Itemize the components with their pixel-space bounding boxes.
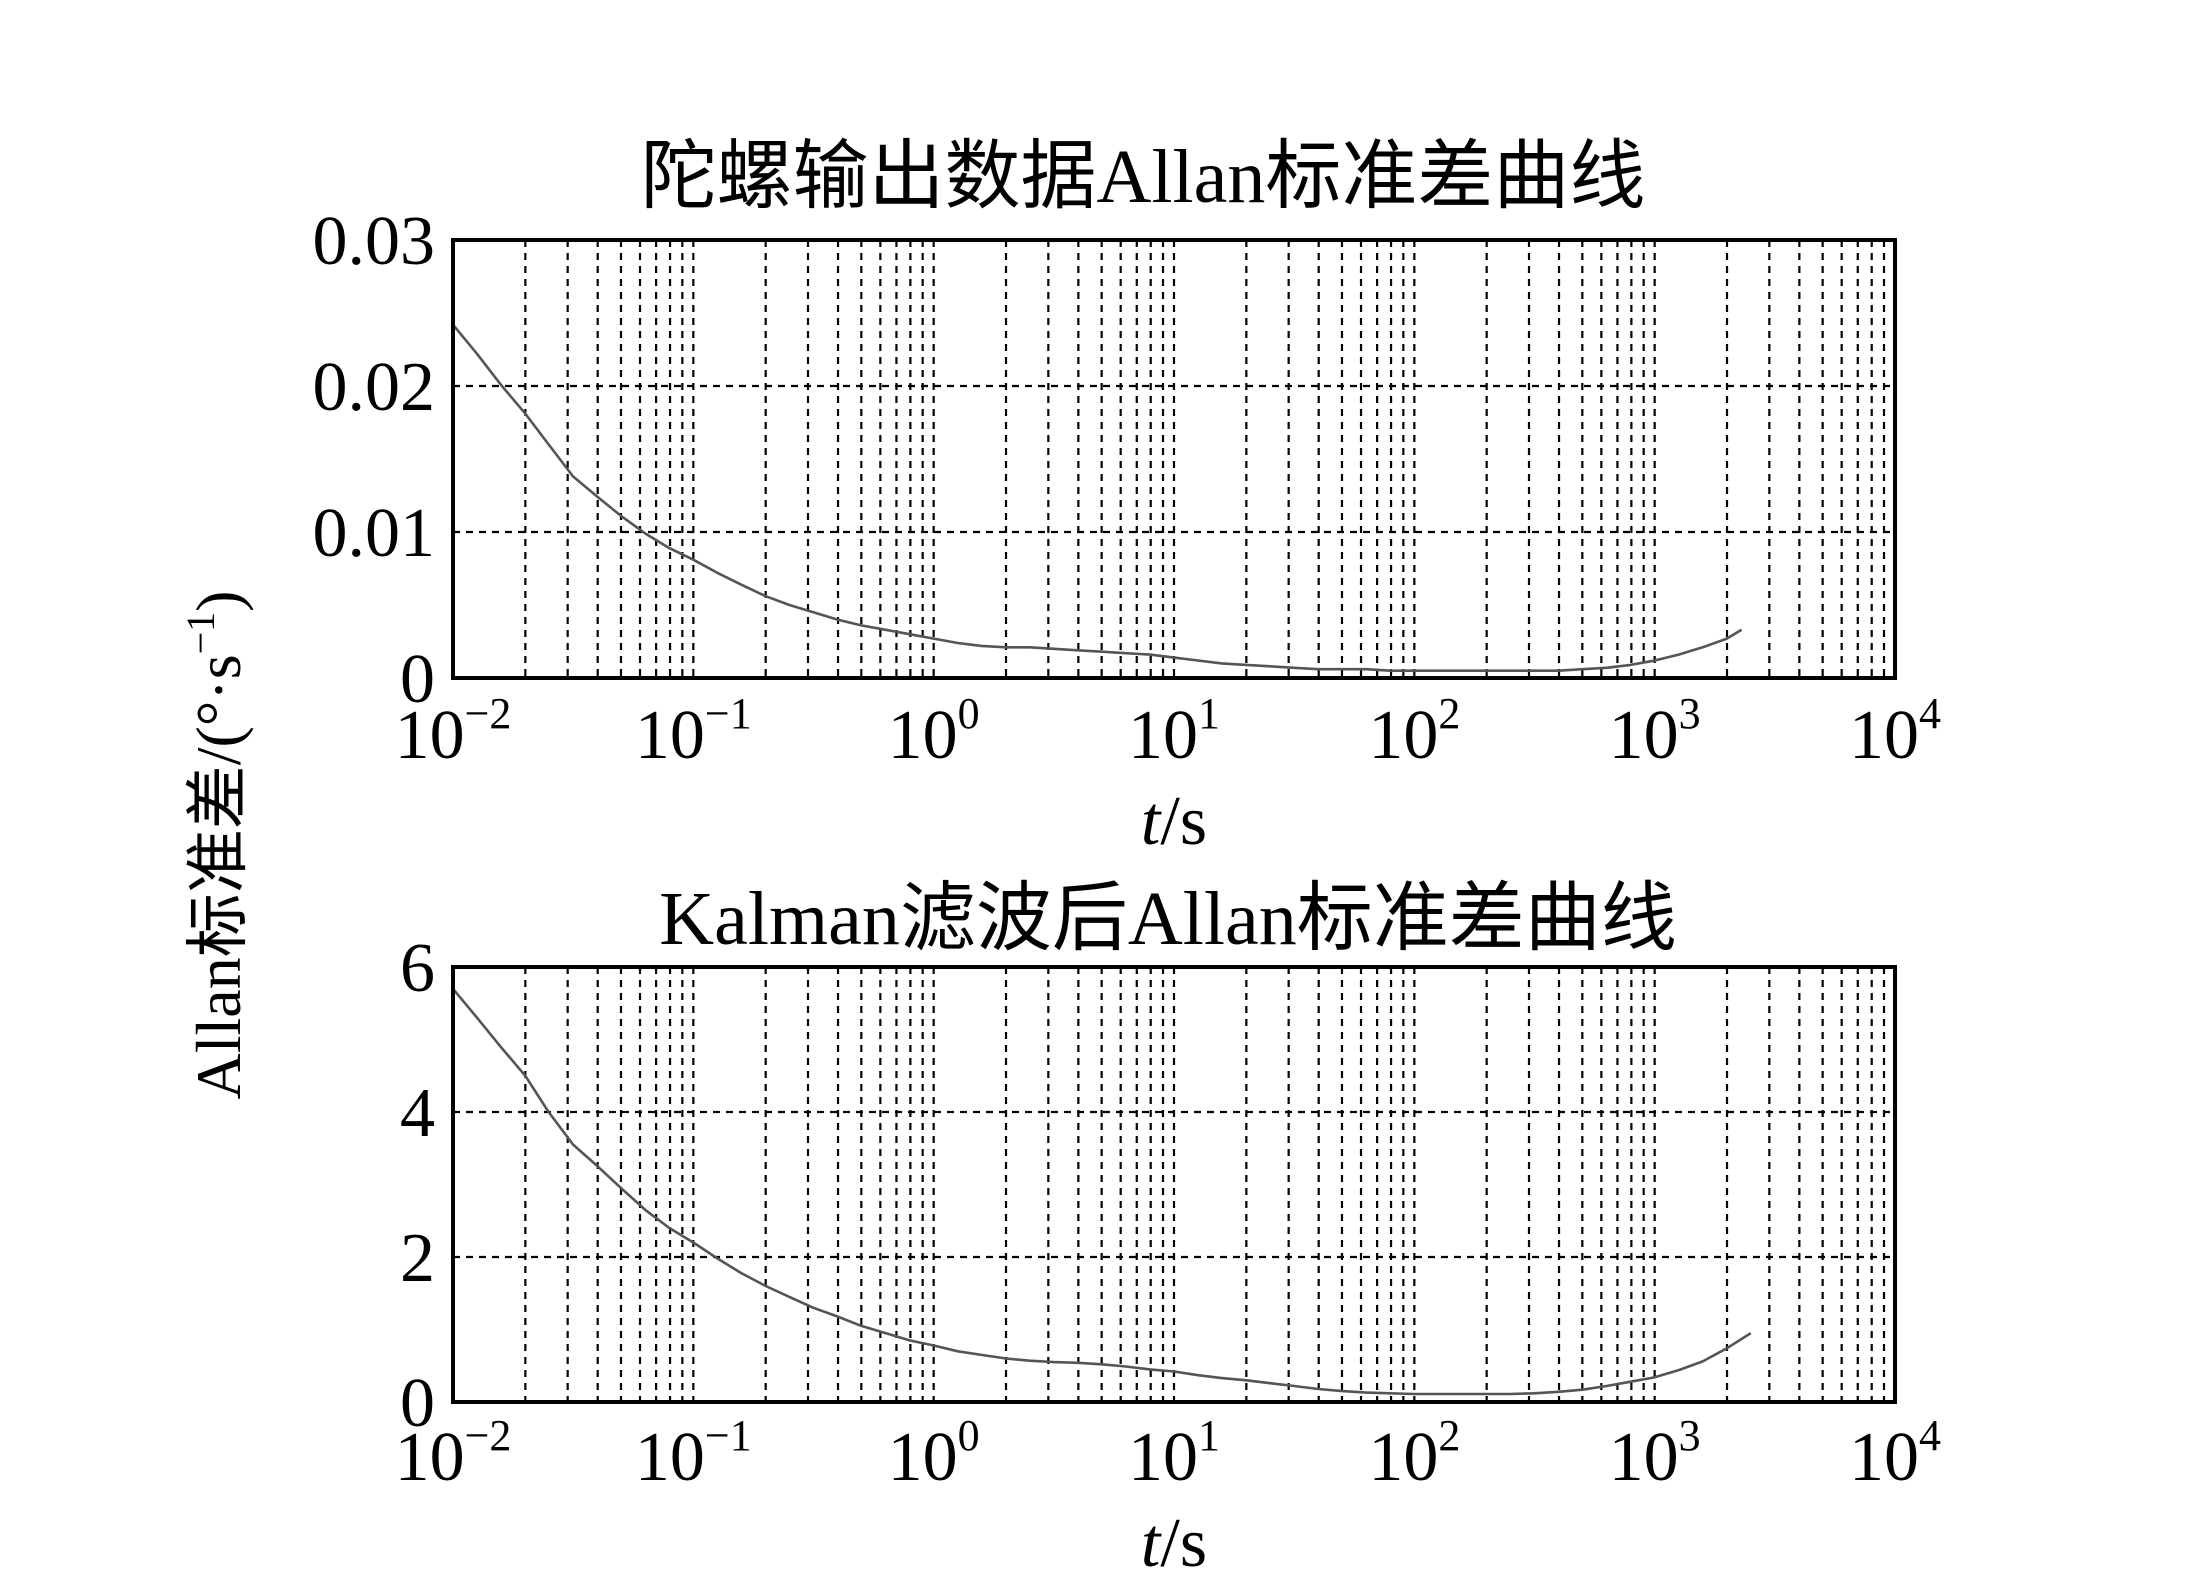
x-tick-label: 103 [1609, 1411, 1701, 1496]
x-axis-label-var: t [1141, 783, 1162, 860]
chart-panel-gyro-output: 陀螺输出数据Allan标准差曲线 00.010.020.03 10−2 10−1 1… [313, 135, 1942, 860]
y-tick-label: 2 [400, 1220, 435, 1297]
x-tick-label: 10−1 [635, 689, 752, 774]
x-tick-label: 104 [1849, 689, 1941, 774]
grid-lines [453, 240, 1895, 678]
ylabel-main: Allan标准差/(°·s [183, 654, 254, 1099]
x-axis-label: t/s [1141, 783, 1207, 860]
series-group [451, 323, 1743, 673]
x-tick-label: 100 [888, 1411, 980, 1496]
ylabel-sup: −1 [178, 612, 223, 655]
ylabel-text: Allan标准差/(°·s−1) [178, 591, 254, 1100]
y-tick-label: 0 [400, 1365, 435, 1442]
plot-frame [451, 238, 1897, 680]
x-tick-label: 102 [1368, 1411, 1460, 1496]
x-tick-labels: 10−2 10−1 100 101 102 103 104 [395, 1411, 1941, 1496]
y-tick-label: 4 [400, 1075, 435, 1152]
y-tick-label: 6 [400, 930, 435, 1007]
x-axis-label-var: t [1141, 1505, 1162, 1577]
series-line [451, 323, 1743, 673]
x-tick-labels: 10−2 10−1 100 101 102 103 104 [395, 689, 1941, 774]
x-tick-label: 104 [1849, 1411, 1941, 1496]
shared-ylabel: Allan标准差/(°·s−1) [178, 591, 254, 1100]
y-tick-label: 0 [400, 641, 435, 718]
x-tick-label: 102 [1368, 689, 1460, 774]
x-tick-label: 100 [888, 689, 980, 774]
x-tick-label: 10−2 [395, 1411, 512, 1496]
x-axis-label-unit: /s [1160, 1505, 1207, 1577]
x-tick-label: 10−2 [395, 689, 512, 774]
y-tick-label: 0.01 [313, 495, 436, 572]
x-axis-label-unit: /s [1160, 783, 1207, 860]
y-tick-label: 0.03 [313, 203, 436, 280]
y-tick-labels: 0 2 4 6 [400, 930, 435, 1442]
x-tick-label: 103 [1609, 689, 1701, 774]
series-group [452, 987, 1752, 1396]
x-tick-label: 101 [1128, 689, 1220, 774]
x-tick-label: 10−1 [635, 1411, 752, 1496]
chart-title: 陀螺输出数据Allan标准差曲线 [641, 135, 1646, 219]
y-tick-label: 0.02 [313, 349, 436, 426]
plot-frame [451, 965, 1897, 1404]
x-tick-label: 101 [1128, 1411, 1220, 1496]
series-line [452, 987, 1752, 1396]
chart-title: Kalman滤波后Allan标准差曲线 [659, 877, 1676, 961]
grid-lines [453, 967, 1895, 1402]
ylabel-close: ) [183, 591, 254, 612]
x-axis-label: t/s [1141, 1505, 1207, 1577]
y-tick-labels: 0 0.01 0.02 0.03 [313, 203, 436, 718]
